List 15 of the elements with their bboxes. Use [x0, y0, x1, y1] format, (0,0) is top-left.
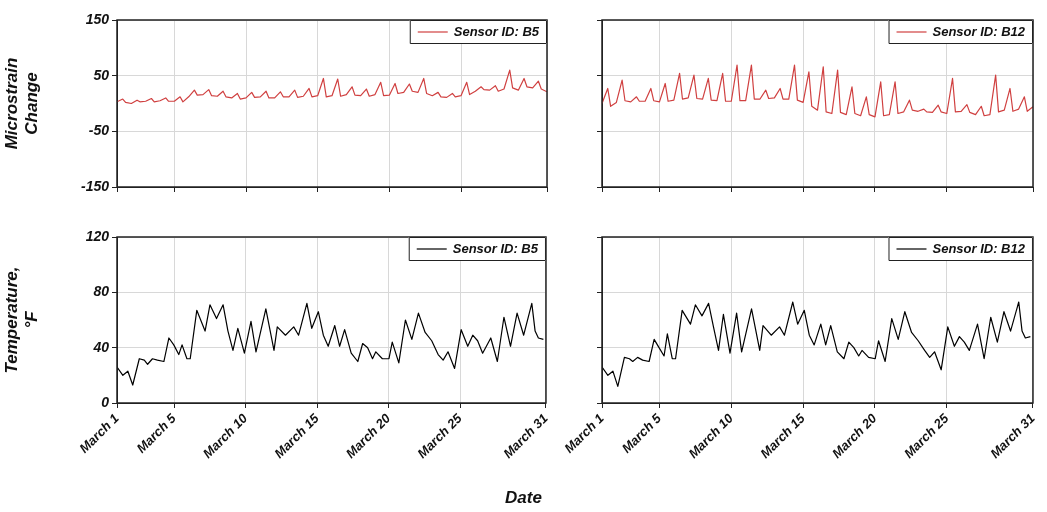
y-tick-label: -50	[88, 122, 110, 139]
x-axis-title: Date	[504, 488, 543, 508]
legend-label: Sensor ID: B5	[453, 23, 540, 39]
legend-label: Sensor ID: B12	[932, 23, 1026, 39]
y-tick-label: 120	[85, 227, 110, 244]
legend-label: Sensor ID: B12	[932, 240, 1026, 256]
y-axis-title: Microstrain Change	[1, 57, 42, 150]
y-tick-label: 0	[101, 393, 110, 410]
y-axis-title: Temperature, °F	[1, 266, 42, 374]
y-tick-label: 40	[92, 338, 110, 355]
y-tick-label: 150	[85, 10, 110, 27]
y-tick-label: 80	[93, 283, 110, 300]
y-tick-label: 50	[93, 66, 110, 83]
y-tick-label: -150	[80, 177, 110, 194]
legend-label: Sensor ID: B5	[452, 240, 539, 256]
